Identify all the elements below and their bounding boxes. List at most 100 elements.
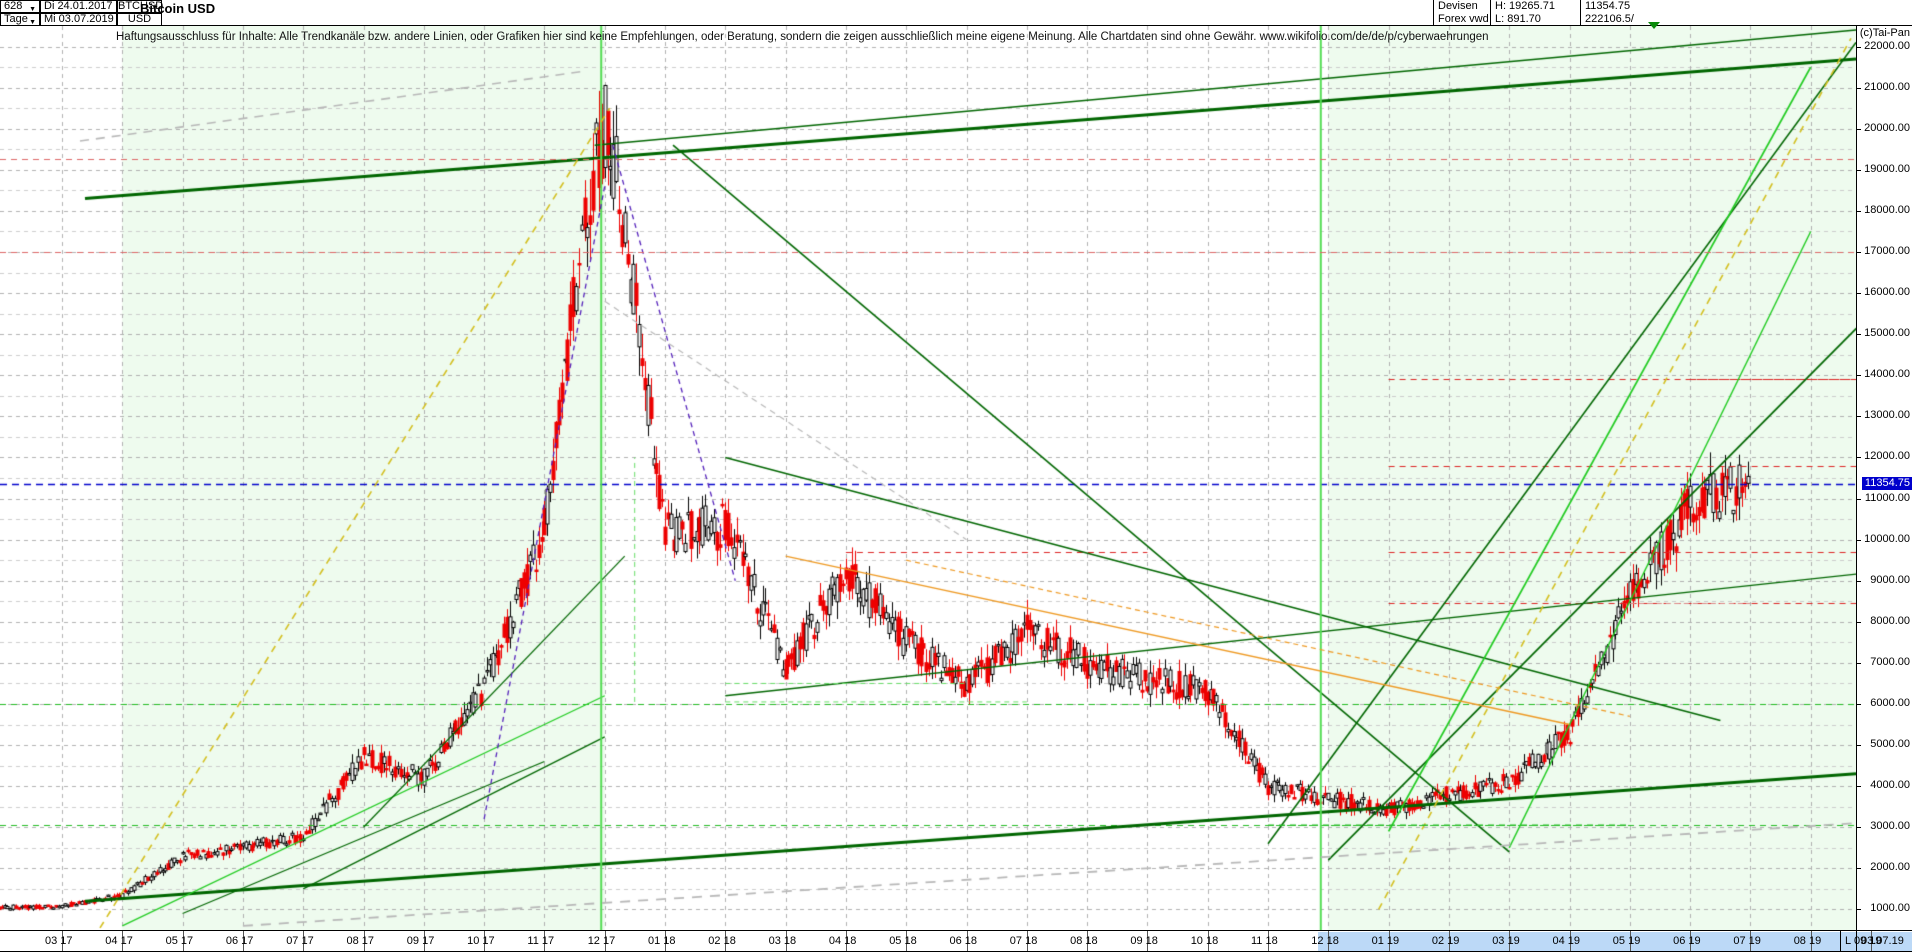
price-axis-label: 11000.00 [1864, 491, 1910, 504]
disclaimer-text: Haftungsausschluss für Inhalte: Alle Tre… [116, 31, 1489, 43]
date-axis-label: 03 19 [1492, 935, 1520, 947]
price-axis-label: 18000.00 [1864, 203, 1910, 216]
price-axis-tick [1857, 457, 1861, 459]
date-axis-tick [1388, 931, 1390, 951]
price-axis-tick [1857, 621, 1861, 623]
chevron-down-icon[interactable]: ▼ [29, 6, 36, 13]
date-axis[interactable]: 03 17 04 17 05 17 06 17 07 17 08 17 09 17 10 17… [0, 930, 1912, 952]
price-axis-tick [1857, 416, 1861, 418]
price-axis-tick [1857, 580, 1861, 582]
interval-selector[interactable]: Tage ▼ [0, 13, 40, 26]
date-axis-end-marker: L [1840, 931, 1855, 951]
price-axis-tick [1857, 293, 1861, 295]
date-axis-label: 10 18 [1190, 935, 1219, 947]
interval-value: Tage [4, 13, 28, 25]
date-axis-tick [1871, 931, 1872, 951]
date-axis-tick [845, 931, 847, 951]
date-axis-label: 02 19 [1431, 935, 1460, 947]
market-value: Devisen [1438, 0, 1478, 12]
symbol-field[interactable]: BTCUSD [117, 0, 163, 13]
date-axis-label: 06 19 [1673, 935, 1701, 947]
date-axis-label: 04 17 [105, 935, 133, 947]
date-axis-tick [1448, 931, 1450, 951]
price-axis-tick [1857, 252, 1861, 253]
date-axis-tick [484, 931, 486, 951]
bars-count-selector[interactable]: 628 ▼ [0, 0, 40, 13]
date-axis-label: 11 17 [527, 935, 555, 947]
price-axis-tick [1857, 704, 1861, 705]
price-axis[interactable]: (c)Tai-Pan 22000.00 21000.00 20000.00 19000… [1856, 26, 1912, 930]
date-axis-tick [122, 931, 124, 951]
price-axis-tick [1857, 662, 1861, 664]
price-axis-tick [1857, 334, 1861, 336]
current-price-label: 11354.75 [1861, 476, 1912, 490]
price-axis-label: 3000.00 [1870, 820, 1910, 833]
price-axis-label: 20000.00 [1864, 121, 1910, 134]
date-axis-label: 05 19 [1612, 935, 1641, 947]
date-axis-tick [182, 931, 184, 951]
date-axis-tick [1147, 931, 1149, 951]
date-axis-tick [1087, 931, 1089, 951]
date-axis-tick [604, 931, 606, 951]
date-axis-label: 07 18 [1009, 935, 1038, 947]
price-axis-label: 13000.00 [1864, 409, 1910, 422]
date-from-value: Di 24.01.2017 [44, 0, 113, 12]
market-source-value: Forex vwd [1438, 13, 1489, 25]
date-axis-label: 02 18 [708, 935, 736, 947]
price-axis-label: 5000.00 [1870, 738, 1910, 751]
date-to-value: Mi 03.07.2019 [44, 13, 114, 25]
price-axis-tick [1857, 498, 1861, 500]
date-axis-tick [544, 931, 546, 951]
price-axis-label: 1000.00 [1870, 902, 1910, 915]
low-label: L: 891.70 [1490, 13, 1580, 26]
date-axis-label: 11 18 [1251, 935, 1278, 947]
price-axis-tick [1857, 786, 1861, 788]
price-axis-label: 15000.00 [1864, 327, 1910, 340]
high-label: H: 19265.71 [1490, 0, 1580, 13]
price-axis-label: 7000.00 [1870, 655, 1910, 668]
date-axis-label: 06 17 [225, 935, 254, 947]
chart-plot-area[interactable] [0, 26, 1856, 930]
high-value: H: 19265.71 [1495, 0, 1555, 12]
candlestick-canvas[interactable] [0, 26, 1856, 930]
date-axis-tick [62, 931, 63, 951]
date-axis-label: 09 17 [406, 935, 435, 947]
date-axis-tick [1328, 931, 1330, 951]
price-axis-tick [1857, 745, 1861, 747]
price-axis-label: 17000.00 [1864, 245, 1910, 257]
date-axis-label: 07 19 [1733, 935, 1761, 947]
price-axis-label: 22000.00 [1864, 39, 1910, 52]
price-axis-label: 19000.00 [1864, 162, 1910, 175]
volume-label: 222106.5/ [1580, 13, 1912, 26]
currency-field[interactable]: USD [117, 13, 162, 26]
date-axis-tick [1750, 931, 1752, 951]
price-axis-tick [1857, 868, 1861, 870]
last-price-value: 11354.75 [1585, 0, 1631, 12]
price-axis-label: 2000.00 [1870, 861, 1910, 874]
date-axis-tick [423, 931, 425, 951]
last-price-label: 11354.75 [1580, 0, 1912, 13]
price-axis-label: 12000.00 [1864, 450, 1910, 463]
date-from-field[interactable]: Di 24.01.2017 [40, 0, 117, 13]
copyright-label: (c)Tai-Pan [1859, 27, 1910, 39]
price-axis-tick [1857, 87, 1861, 89]
date-axis-tick [1629, 931, 1631, 951]
date-to-field[interactable]: Mi 03.07.2019 [40, 13, 117, 26]
date-axis-tick [725, 931, 727, 951]
price-axis-label: 9000.00 [1870, 573, 1910, 586]
price-axis-label: 21000.00 [1864, 80, 1910, 93]
date-axis-label: 08 18 [1070, 935, 1098, 947]
low-value: L: 891.70 [1495, 13, 1541, 25]
date-axis-label: 06 18 [949, 935, 978, 947]
date-range-selection[interactable] [1318, 932, 1912, 951]
price-axis-tick [1857, 169, 1861, 171]
date-axis-label: 01 19 [1371, 935, 1400, 947]
date-axis-tick [242, 931, 244, 951]
chevron-down-icon[interactable]: ▼ [29, 19, 36, 26]
market-label: Devisen [1433, 0, 1490, 13]
date-axis-label: 01 18 [648, 935, 676, 947]
date-axis-label: 09 19 [1854, 935, 1882, 947]
date-axis-tick [665, 931, 666, 951]
price-axis-label: 4000.00 [1870, 779, 1910, 792]
